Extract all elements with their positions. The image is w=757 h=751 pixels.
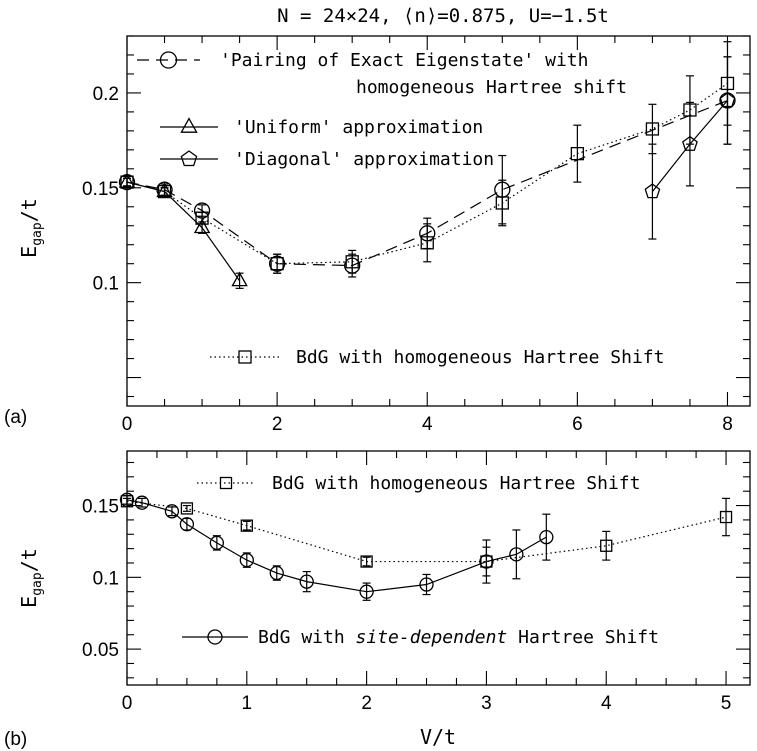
panel-b-legend-marker xyxy=(219,476,233,490)
panel-b-x-tick-label: 2 xyxy=(361,693,372,714)
panel-a-legend-marker xyxy=(159,51,178,69)
panel-a-legend-label: 'Uniform' approximation xyxy=(234,117,483,138)
panel-a-point xyxy=(420,236,434,250)
panel-b-point xyxy=(479,554,494,569)
panel-b-point xyxy=(419,577,434,592)
panel-a-point xyxy=(118,172,136,188)
panel-b-point xyxy=(164,504,180,519)
panel-b-frame xyxy=(126,450,751,686)
panel-b-x-tick-label: 4 xyxy=(601,693,612,714)
panel-a-x-tick-label: 8 xyxy=(722,414,733,435)
panel-a-label: (a) xyxy=(4,407,27,428)
panel-a-point xyxy=(157,184,172,199)
panel-a-legend-marker xyxy=(238,350,252,364)
panel-a-series-3 xyxy=(120,41,735,274)
panel-b-legend-entry-0: BdG with homogeneous Hartree Shift xyxy=(197,473,640,494)
panel-a-legend-label: 'Pairing of Exact Eigenstate' with xyxy=(220,50,588,71)
panel-b-series-1 xyxy=(119,492,554,601)
panel-a-x-tick-label: 2 xyxy=(272,414,283,435)
panel-a-legend-label: 'Diagonal' approximation xyxy=(234,149,494,170)
panel-a-x-tick-label: 0 xyxy=(122,414,133,435)
panel-a-point xyxy=(195,211,209,225)
panel-b-point xyxy=(269,565,284,581)
panel-a-legend-marker xyxy=(180,150,198,167)
panel-a-y-tick-label: 0.1 xyxy=(93,274,119,295)
panel-b-point xyxy=(240,519,253,532)
panel-a-point xyxy=(120,175,134,189)
panel-b-y-tick-label: 0.15 xyxy=(82,497,119,518)
panel-a-frame xyxy=(126,35,751,407)
panel-a-legend-entry-3: BdG with homogeneous Hartree Shift xyxy=(210,347,664,368)
panel-a-legend-label: homogeneous Hartree shift xyxy=(356,77,627,98)
panel-a-point xyxy=(720,76,735,91)
panel-a-plot: 0 2 4 6 8 0.1 0.15 0.2 'Pairing of Exact Eigenst… xyxy=(82,35,751,435)
panel-a-point xyxy=(683,103,697,117)
panel-b-x-tick-label: 3 xyxy=(481,693,492,714)
panel-b-point xyxy=(539,529,554,545)
panel-a-x-tick-label: 4 xyxy=(422,414,433,435)
panel-b-y-tick-label: 0.05 xyxy=(82,640,119,661)
panel-b-point xyxy=(359,584,374,599)
panel-a-point xyxy=(645,122,660,136)
panel-a-point xyxy=(495,196,509,210)
panel-a-point xyxy=(270,257,284,271)
panel-b-point xyxy=(179,517,195,532)
panel-b-y-tick-label: 0.1 xyxy=(93,568,119,589)
panel-a-legend-entry-1: 'Uniform' approximation xyxy=(160,117,483,138)
panel-b-label: (b) xyxy=(4,729,27,750)
panel-b-legend-label: BdG with homogeneous Hartree Shift xyxy=(272,473,640,494)
panel-a-title: N = 24×24, ⟨n⟩=0.875, U=−1.5t xyxy=(277,5,609,27)
panel-b-point xyxy=(600,539,613,552)
panel-a-series-1 xyxy=(118,172,248,289)
panel-b-point xyxy=(299,574,314,589)
panel-a-y-label: Egap/t xyxy=(17,198,45,258)
panel-a-point xyxy=(682,135,698,151)
panel-a-point xyxy=(193,218,211,234)
panel-a-point xyxy=(570,146,585,161)
panel-b-plot: 0 1 2 3 4 5 0.05 0.1 0.15 BdG with homogeneous Ha… xyxy=(82,450,751,714)
panel-b-point xyxy=(134,495,150,510)
panel-a-point xyxy=(345,255,359,269)
panel-a-x-tick-label: 6 xyxy=(572,414,583,435)
panel-a-legend-marker xyxy=(180,117,198,133)
panel-b-point xyxy=(239,552,254,568)
panel-b-series-0 xyxy=(120,495,733,584)
panel-a-y-tick-label: 0.2 xyxy=(93,84,119,105)
panel-b-point xyxy=(209,535,225,551)
panel-b-series-line xyxy=(126,500,727,563)
panel-b-point xyxy=(119,492,135,507)
panel-a-series-line xyxy=(126,181,241,282)
panel-b-legend-entry-1: BdG with site-dependent Hartree Shift xyxy=(182,627,659,648)
panel-a-y-tick-label: 0.15 xyxy=(82,179,119,200)
panel-b-point xyxy=(509,547,524,562)
panel-a-point xyxy=(231,271,248,287)
panel-b-x-tick-label: 0 xyxy=(122,693,133,714)
panel-b-x-tick-label: 1 xyxy=(242,693,253,714)
panel-b-point xyxy=(180,502,194,515)
panel-b-legend-marker xyxy=(207,629,223,645)
panel-b-point xyxy=(719,510,733,524)
panel-a-point xyxy=(644,183,661,199)
panel-b-y-label: Egap/t xyxy=(17,548,45,608)
panel-a-legend-label: BdG with homogeneous Hartree Shift xyxy=(296,347,664,368)
panel-b-point xyxy=(360,555,373,568)
panel-a-point xyxy=(156,182,173,198)
panel-a-legend-entry-2: 'Diagonal' approximation xyxy=(160,149,494,170)
panel-b-x-tick-label: 5 xyxy=(721,693,732,714)
panel-b-x-label: V/t xyxy=(420,725,456,749)
panel-a-legend-entry-0: 'Pairing of Exact Eigenstate' with homoge… xyxy=(137,50,627,98)
panel-b-legend-label: BdG with site-dependent Hartree Shift xyxy=(258,627,659,648)
